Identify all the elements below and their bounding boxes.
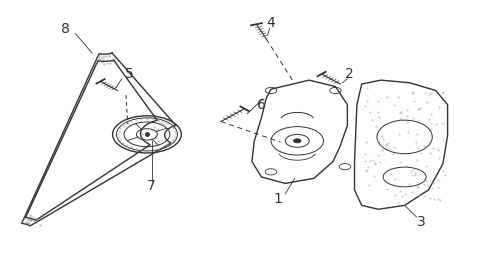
Text: 5: 5: [125, 67, 133, 81]
Circle shape: [293, 139, 301, 143]
Text: 3: 3: [417, 215, 426, 229]
Text: 2: 2: [346, 67, 354, 81]
Text: 1: 1: [274, 192, 283, 206]
Text: 8: 8: [61, 21, 70, 35]
Text: 4: 4: [267, 16, 276, 30]
Text: 6: 6: [257, 98, 266, 112]
Text: 7: 7: [147, 179, 156, 193]
